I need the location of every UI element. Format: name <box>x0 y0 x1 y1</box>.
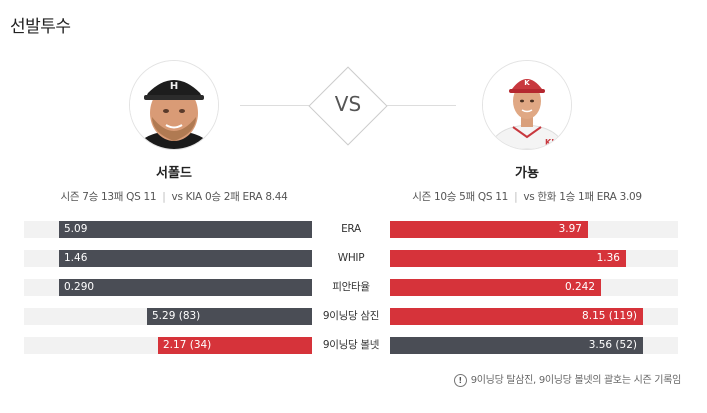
stat-row: 5.29 (83) 9이닝당 삼진 8.15 (119) <box>24 308 678 325</box>
svg-text:KIA: KIA <box>545 138 561 147</box>
svg-text:K: K <box>524 79 530 87</box>
footnote-text: 9이닝당 탈삼진, 9이닝당 볼넷의 괄호는 시즌 기록임 <box>470 375 682 386</box>
stat-row: 5.09 ERA 3.97 <box>24 221 678 238</box>
stat-label: 9이닝당 볼넷 <box>322 339 380 351</box>
away-vs-record: vs KIA 0승 2패 ERA 8.44 <box>171 191 288 203</box>
vs-divider-left <box>240 105 324 106</box>
stat-label: WHIP <box>337 252 365 264</box>
section-title: 선발투수 <box>10 17 71 37</box>
stat-row: 0.290 피안타율 0.242 <box>24 279 678 296</box>
player-photo-icon: H <box>130 61 218 149</box>
home-pitcher-stats: 시즌 10승 5패 QS 11 | vs 한화 1승 1패 ERA 3.09 <box>377 189 677 204</box>
stat-track-home: 3.97 <box>390 221 678 238</box>
home-season-record: 시즌 10승 5패 QS 11 <box>412 191 509 203</box>
stat-row: 1.46 WHIP 1.36 <box>24 250 678 267</box>
stat-label: 9이닝당 삼진 <box>322 310 380 322</box>
away-stat-bar: 5.09 <box>59 221 312 238</box>
stat-track-home: 0.242 <box>390 279 678 296</box>
stat-track-home: 8.15 (119) <box>390 308 678 325</box>
away-pitcher-stats: 시즌 7승 13패 QS 11 | vs KIA 0승 2패 ERA 8.44 <box>24 189 324 204</box>
stat-track-away: 0.290 <box>24 279 312 296</box>
away-stat-bar: 0.290 <box>59 279 312 296</box>
home-stat-bar: 3.56 (52) <box>390 337 643 354</box>
stats-divider: | <box>514 191 518 203</box>
home-vs-record: vs 한화 1승 1패 ERA 3.09 <box>523 191 642 203</box>
home-stat-bar: 1.36 <box>390 250 626 267</box>
away-stat-bar: 5.29 (83) <box>147 308 312 325</box>
home-pitcher: KIA K 가뇽 시즌 10승 5패 QS 11 | vs 한화 1승 1패 ERA… <box>377 60 677 204</box>
home-stat-bar: 0.242 <box>390 279 601 296</box>
stat-row: 2.17 (34) 9이닝당 볼넷 3.56 (52) <box>24 337 678 354</box>
away-pitcher-name[interactable]: 서폴드 <box>156 166 192 181</box>
player-photo-icon: KIA K <box>483 61 571 149</box>
stat-track-away: 2.17 (34) <box>24 337 312 354</box>
vs-divider-right <box>372 105 456 106</box>
stats-divider: | <box>162 191 166 203</box>
svg-text:H: H <box>170 81 178 92</box>
stat-track-away: 1.46 <box>24 250 312 267</box>
stat-track-away: 5.29 (83) <box>24 308 312 325</box>
away-stat-bar: 1.46 <box>59 250 312 267</box>
footnote: ! 9이닝당 탈삼진, 9이닝당 볼넷의 괄호는 시즌 기록임 <box>453 371 682 387</box>
away-stat-bar: 2.17 (34) <box>158 337 312 354</box>
away-player-photo[interactable]: H <box>129 60 219 150</box>
home-player-photo[interactable]: KIA K <box>482 60 572 150</box>
stat-track-home: 3.56 (52) <box>390 337 678 354</box>
home-pitcher-name[interactable]: 가뇽 <box>515 166 539 181</box>
stat-label: ERA <box>341 223 361 235</box>
stat-comparison: 5.09 ERA 3.97 1.46 WHIP 1.36 0.290 피안타율 0.242 5.2… <box>24 221 678 366</box>
info-icon: ! <box>453 374 467 387</box>
vs-label: VS <box>334 92 362 116</box>
stat-track-home: 1.36 <box>390 250 678 267</box>
stat-track-away: 5.09 <box>24 221 312 238</box>
home-stat-bar: 8.15 (119) <box>390 308 643 325</box>
stat-label: 피안타율 <box>332 281 370 293</box>
away-pitcher: H 서폴드 시즌 7승 13패 QS 11 | vs KIA 0승 2패 ERA 8… <box>24 60 324 204</box>
home-stat-bar: 3.97 <box>390 221 588 238</box>
away-season-record: 시즌 7승 13패 QS 11 <box>60 191 157 203</box>
